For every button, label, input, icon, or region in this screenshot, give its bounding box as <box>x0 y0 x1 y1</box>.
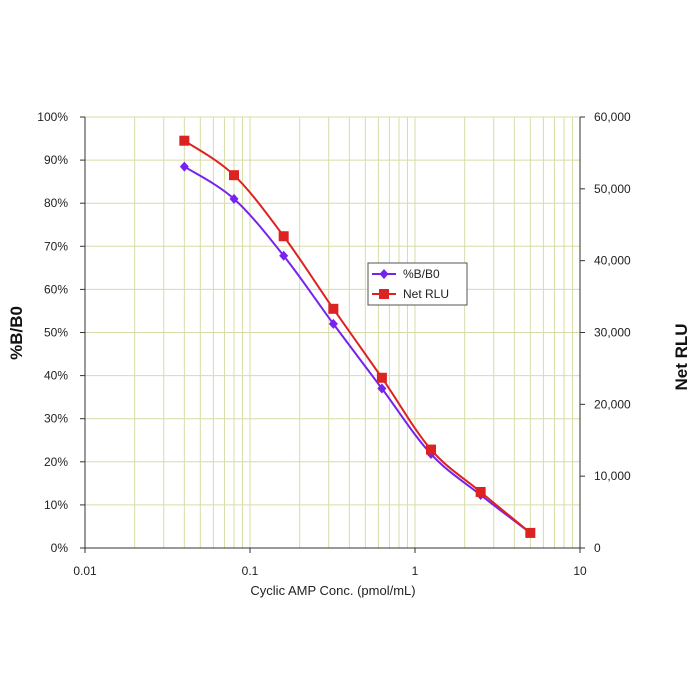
data-point-b-b0 <box>229 193 239 204</box>
x-tick-label: 0.1 <box>242 564 259 578</box>
x-tick-label: 10 <box>573 564 587 578</box>
legend: %B/B0 Net RLU <box>367 262 468 306</box>
data-point-net-rlu <box>328 303 339 314</box>
y-left-tick-label: 50% <box>44 326 68 340</box>
legend-marker-net-rlu <box>379 289 389 299</box>
series-net-rlu <box>179 135 536 538</box>
data-point-b-b0 <box>377 383 387 394</box>
y-left-tick-label: 60% <box>44 282 68 296</box>
y-right-tick-label: 60,000 <box>594 110 631 124</box>
data-point-net-rlu <box>179 135 190 146</box>
y-left-tick-label: 0% <box>51 541 69 555</box>
y-axis-right-title: Net RLU <box>672 323 691 390</box>
legend-label-net-rlu: Net RLU <box>403 287 449 301</box>
y-right-tick-label: 20,000 <box>594 397 631 411</box>
data-point-net-rlu <box>475 486 486 497</box>
y-left-tick-label: 70% <box>44 239 68 253</box>
y-left-tick-label: 40% <box>44 369 68 383</box>
series-line-net-rlu <box>183 139 531 534</box>
x-axis-title: Cyclic AMP Conc. (pmol/mL) <box>250 583 415 598</box>
tick-labels: 0% 10% 20% 30% 40% 50% 60% 70% 80% 90% 100% 0 10,000… <box>37 110 631 578</box>
y-left-tick-label: 90% <box>44 153 68 167</box>
data-point-net-rlu <box>278 231 289 242</box>
y-right-tick-label: 40,000 <box>594 254 631 268</box>
series-line-b-b0 <box>183 165 531 534</box>
data-point-net-rlu <box>229 170 240 181</box>
y-right-tick-label: 50,000 <box>594 182 631 196</box>
y-left-tick-label: 100% <box>37 110 68 124</box>
axes <box>80 116 585 553</box>
data-point-net-rlu <box>425 444 436 455</box>
data-point-b-b0 <box>328 318 338 329</box>
legend-marker-b-b0 <box>379 269 389 279</box>
data-point-net-rlu <box>525 527 536 538</box>
legend-label-b-b0: %B/B0 <box>403 267 440 281</box>
y-left-tick-label: 10% <box>44 498 68 512</box>
y-right-tick-label: 30,000 <box>594 326 631 340</box>
y-right-tick-label: 10,000 <box>594 469 631 483</box>
x-tick-label: 0.01 <box>73 564 97 578</box>
grid <box>84 116 581 549</box>
data-point-b-b0 <box>279 250 289 261</box>
y-left-tick-label: 80% <box>44 196 68 210</box>
y-right-tick-label: 0 <box>594 541 601 555</box>
x-tick-label: 1 <box>412 564 419 578</box>
y-left-tick-label: 30% <box>44 412 68 426</box>
data-point-net-rlu <box>376 372 387 383</box>
series-b-b0 <box>179 161 535 538</box>
y-left-tick-label: 20% <box>44 455 68 469</box>
series <box>179 135 536 538</box>
y-axis-left-title: %B/B0 <box>7 306 26 360</box>
data-point-b-b0 <box>179 161 189 172</box>
